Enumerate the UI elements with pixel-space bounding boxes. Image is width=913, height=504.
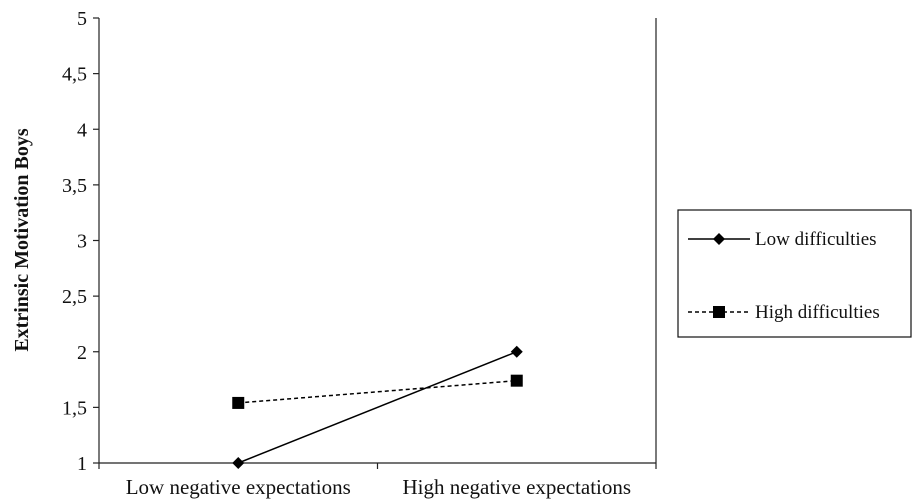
y-tick-label: 2,5 — [62, 286, 87, 308]
series-line — [237, 351, 518, 464]
series-line — [238, 379, 517, 404]
x-category-label: Low negative expectations — [126, 475, 351, 499]
y-axis-label: Extrinsic Motivation Boys — [11, 128, 33, 352]
square-marker — [232, 396, 245, 409]
y-tick-label: 3 — [77, 231, 87, 253]
y-tick-label: 3,5 — [62, 175, 87, 197]
diamond-marker — [713, 233, 725, 245]
legend-label: Low difficulties — [755, 229, 877, 250]
series-lines — [232, 345, 523, 469]
y-axis-ticks: 1 1,5 2 2,5 3 3,5 4 4,5 5 — [62, 8, 99, 475]
y-tick-label: 2 — [77, 342, 87, 364]
diamond-marker — [232, 457, 245, 469]
y-tick-label: 1,5 — [62, 397, 87, 419]
square-marker — [510, 374, 523, 387]
y-tick-label: 5 — [77, 8, 87, 30]
diamond-marker — [510, 345, 523, 358]
legend: Low difficulties High difficulties — [677, 209, 912, 338]
y-tick-label: 1 — [77, 453, 87, 475]
y-tick-label: 4,5 — [62, 64, 87, 86]
series-1 — [232, 374, 523, 409]
square-marker — [713, 306, 725, 318]
x-category-label: High negative expectations — [402, 475, 631, 499]
x-axis-categories: Low negative expectations High negative e… — [98, 463, 657, 499]
series-0 — [232, 345, 523, 469]
legend-item: Low difficulties — [688, 229, 877, 250]
legend-label: High difficulties — [755, 302, 880, 323]
y-tick-label: 4 — [77, 119, 87, 141]
axes — [98, 18, 657, 464]
legend-item: High difficulties — [688, 302, 880, 323]
